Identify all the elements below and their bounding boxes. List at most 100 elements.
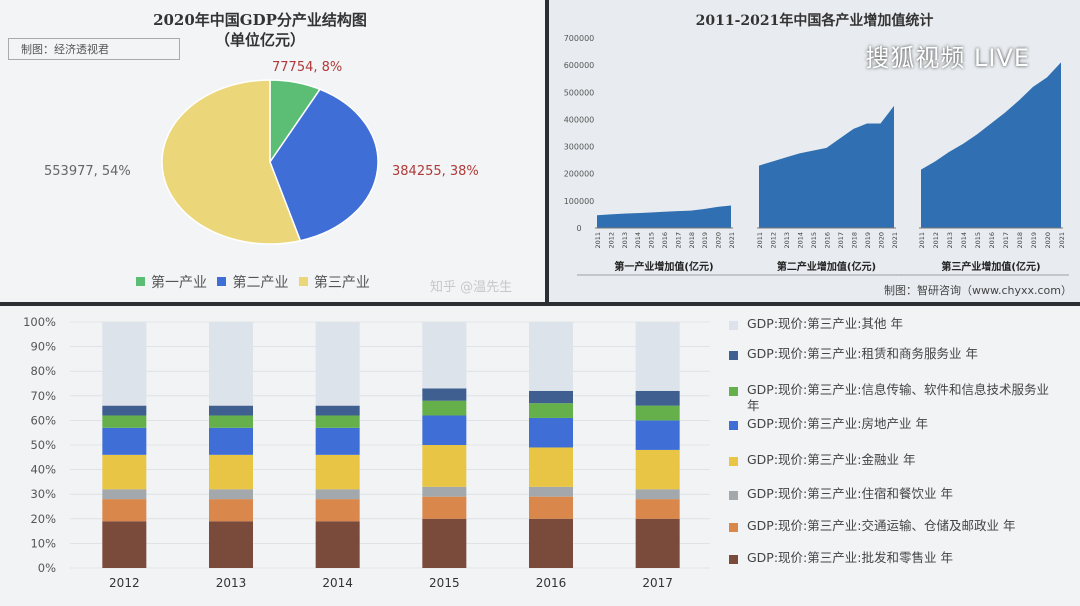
area-panel-label: 第二产业增加值(亿元) [777, 260, 876, 273]
bar-segment-3 [209, 489, 253, 500]
bar-segment-8 [529, 322, 573, 391]
bar-segment-2 [422, 496, 467, 519]
bar-segment-1 [422, 518, 467, 568]
area-x-tick: 2021 [891, 232, 899, 249]
area-x-tick: 2014 [960, 232, 968, 249]
area-x-tick: 2016 [661, 232, 669, 249]
bar-legend-item: GDP:现价:第三产业:交通运输、仓储及邮政业 年 [729, 518, 1063, 534]
bar-segment-6 [102, 415, 147, 428]
bar-segment-2 [315, 499, 360, 522]
bar-segment-2 [209, 499, 253, 522]
area-y-tick: 300000 [564, 143, 595, 152]
area-x-tick: 2012 [932, 232, 940, 249]
pie-chart-panel: 2020年中国GDP分产业结构图 （单位亿元） 制图：经济透视君 77754, … [0, 0, 545, 302]
area-x-tick: 2017 [837, 232, 845, 249]
area-x-tick: 2019 [1030, 232, 1038, 249]
bar-y-tick: 70% [30, 389, 56, 403]
area-x-tick: 2016 [988, 232, 996, 249]
bar-legend-label: GDP:现价:第三产业:其他 年 [747, 316, 903, 331]
bar-legend-item: GDP:现价:第三产业:批发和零售业 年 [729, 550, 1063, 566]
bar-segment-3 [635, 489, 680, 500]
bar-legend-swatch [729, 351, 738, 360]
bar-y-tick: 50% [30, 438, 56, 452]
bar-segment-1 [209, 521, 253, 568]
area-y-tick: 500000 [564, 88, 595, 97]
bar-segment-8 [315, 322, 360, 406]
bar-segment-7 [529, 390, 573, 404]
bar-legend-label: GDP:现价:第三产业:租赁和商务服务业 年 [747, 346, 978, 361]
area-y-tick: 100000 [564, 197, 595, 206]
bar-legend-label: GDP:现价:第三产业:金融业 年 [747, 452, 916, 467]
bar-legend-item: GDP:现价:第三产业:房地产业 年 [729, 416, 1063, 432]
bar-x-tick: 2017 [642, 576, 673, 590]
pie-slice-3 [161, 79, 302, 245]
area-x-tick: 2011 [594, 232, 602, 249]
area-y-tick: 600000 [564, 61, 595, 70]
bar-segment-3 [529, 486, 573, 497]
bar-y-tick: 60% [30, 413, 56, 427]
pie-slice-2 [269, 88, 379, 242]
bar-y-tick: 40% [30, 463, 56, 477]
pie-chart [161, 79, 379, 245]
bar-segment-7 [102, 405, 147, 416]
area-y-tick: 700000 [564, 34, 595, 43]
pie-title-text: 2020年中国GDP分产业结构图 [153, 11, 367, 29]
bar-segment-5 [529, 417, 573, 448]
area-panel-2 [759, 105, 894, 228]
bar-legend-swatch [729, 555, 738, 564]
area-x-tick: 2021 [1058, 232, 1066, 249]
bar-legend-label: GDP:现价:第三产业:交通运输、仓储及邮政业 年 [747, 518, 1016, 533]
area-x-tick: 2020 [715, 232, 723, 249]
legend-swatch-primary [136, 277, 145, 286]
area-x-tick: 2019 [701, 232, 709, 249]
area-x-tick: 2014 [797, 232, 805, 249]
pie-credit: 制图：经济透视君 [8, 38, 180, 60]
bar-legend-label: GDP:现价:第三产业:住宿和餐饮业 年 [747, 486, 953, 501]
bar-y-tick: 20% [30, 512, 56, 526]
live-badge: 搜狐视频 LIVE [865, 44, 1030, 72]
area-credit: 制图：智研咨询（www.chyxx.com） [883, 284, 1072, 297]
bar-segment-4 [102, 454, 147, 490]
bar-legend-swatch [729, 523, 738, 532]
legend-swatch-tertiary [298, 277, 308, 286]
area-panel-label: 第一产业增加值(亿元) [614, 260, 713, 273]
bar-segment-1 [315, 521, 360, 568]
bar-segment-8 [635, 322, 680, 391]
area-x-tick: 2020 [1044, 232, 1052, 249]
bar-legend-swatch [729, 457, 738, 466]
bar-x-tick: 2015 [429, 576, 460, 590]
bar-segment-6 [315, 415, 360, 428]
legend-label-tertiary: 第三产业 [313, 275, 370, 291]
bar-segment-2 [529, 496, 573, 519]
pie-label-secondary: 384255, 38% [392, 164, 479, 179]
area-chart-title: 2011-2021年中国各产业增加值统计 [695, 13, 934, 29]
bar-y-tick: 10% [30, 536, 56, 550]
bar-segment-4 [529, 447, 573, 487]
stacked-bar-chart: 0% 10% 20% 30% 40% 50% 60% 70% 80% 90% 100% 2012 201… [23, 315, 710, 590]
legend-label-secondary: 第二产业 [232, 275, 289, 291]
bar-segment-5 [209, 427, 253, 455]
bar-segment-7 [635, 390, 680, 406]
bar-segment-6 [529, 403, 573, 418]
bar-legend-item: GDP:现价:第三产业:金融业 年 [729, 452, 1063, 468]
bar-segment-7 [209, 405, 253, 416]
area-chart: 0 100000 200000 300000 400000 500000 600000 700… [564, 34, 1069, 276]
bar-segment-8 [102, 322, 147, 406]
area-x-tick: 2013 [621, 232, 629, 249]
area-x-tick: 2013 [946, 232, 954, 249]
bar-x-tick: 2014 [322, 576, 353, 590]
area-x-tick: 2016 [824, 232, 832, 249]
bar-segment-4 [209, 454, 253, 490]
area-x-tick: 2012 [770, 232, 778, 249]
bar-segment-5 [315, 427, 360, 455]
pie-legend: 第一产业 第二产业 第三产业 [130, 272, 370, 292]
bar-segment-7 [315, 405, 360, 416]
area-x-tick: 2011 [918, 232, 926, 249]
bar-legend-swatch [729, 321, 738, 330]
bar-segment-6 [422, 400, 467, 416]
watermark-text: 知乎 @温先生 [430, 280, 513, 295]
area-x-tick: 2018 [688, 232, 696, 249]
bar-legend-swatch [729, 491, 738, 500]
area-panel-1 [597, 205, 731, 228]
pie-label-primary: 77754, 8% [272, 60, 343, 75]
